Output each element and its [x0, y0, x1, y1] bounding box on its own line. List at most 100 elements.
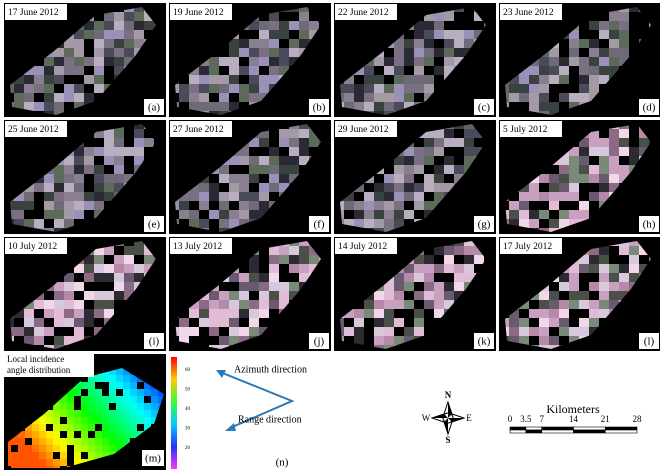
field-patch	[414, 165, 424, 174]
field-patch	[529, 327, 539, 336]
field-patch	[14, 84, 24, 93]
field-patch	[114, 273, 124, 282]
field-patch	[344, 327, 354, 336]
incidence-cell	[165, 396, 172, 403]
incidence-cell	[165, 438, 172, 445]
incidence-cell	[116, 438, 123, 445]
field-patch	[464, 138, 474, 147]
field-patch	[364, 201, 374, 210]
field-patch	[104, 147, 114, 156]
field-patch	[269, 273, 279, 282]
field-patch	[64, 165, 74, 174]
field-patch	[279, 291, 289, 300]
incidence-cell	[109, 396, 116, 403]
field-patch	[454, 39, 464, 48]
field-patch	[64, 174, 74, 183]
field-patch	[384, 219, 394, 228]
image-panel: 25 June 2012(e)	[4, 120, 174, 237]
field-patch	[44, 174, 54, 183]
field-patch	[519, 327, 529, 336]
field-patch	[559, 183, 569, 192]
colorbar	[171, 357, 177, 469]
field-patch	[549, 291, 559, 300]
field-patch	[209, 327, 219, 336]
incidence-cell	[11, 452, 18, 459]
field-patch	[464, 129, 474, 138]
field-patch	[229, 192, 239, 201]
field-patch	[229, 183, 239, 192]
field-patch	[44, 309, 54, 318]
incidence-cell	[165, 445, 172, 452]
field-patch	[424, 291, 434, 300]
panel-label: (j)	[314, 336, 325, 348]
field-patch	[539, 318, 549, 327]
field-patch	[259, 291, 269, 300]
field-patch	[599, 282, 609, 291]
field-patch	[34, 102, 44, 111]
field-patch	[299, 129, 309, 138]
field-patch	[629, 246, 639, 255]
field-patch	[239, 273, 249, 282]
field-patch	[374, 84, 384, 93]
field-patch	[529, 309, 539, 318]
field-patch	[539, 291, 549, 300]
incidence-cell	[88, 403, 95, 410]
field-patch	[599, 165, 609, 174]
field-patch	[589, 282, 599, 291]
field-patch	[269, 282, 279, 291]
field-patch	[559, 75, 569, 84]
field-patch	[404, 192, 414, 201]
image-panel: 17 June 2012(a)	[4, 3, 174, 120]
field-patch	[249, 309, 259, 318]
field-patch	[394, 165, 404, 174]
field-patch	[74, 201, 84, 210]
field-patch	[619, 12, 629, 21]
incidence-cell	[60, 438, 67, 445]
incidence-cell	[74, 396, 81, 403]
field-patch	[424, 201, 434, 210]
field-patch	[189, 309, 199, 318]
field-patch	[629, 255, 639, 264]
field-patch	[609, 138, 619, 147]
field-patch	[44, 93, 54, 102]
field-patch	[374, 75, 384, 84]
compass-w: W	[422, 413, 431, 423]
field-patch	[289, 156, 299, 165]
incidence-cell	[67, 431, 74, 438]
field-patch	[434, 129, 444, 138]
field-patch	[229, 174, 239, 183]
field-patch	[74, 183, 84, 192]
incidence-cell	[130, 431, 137, 438]
incidence-cell	[39, 431, 46, 438]
incidence-cell	[165, 431, 172, 438]
field-patch	[454, 48, 464, 57]
field-patch	[394, 174, 404, 183]
field-patch	[364, 219, 374, 228]
incidence-cell	[39, 417, 46, 424]
incidence-cell	[81, 431, 88, 438]
field-patch	[259, 156, 269, 165]
field-patch	[589, 39, 599, 48]
field-patch	[249, 57, 259, 66]
field-patch	[54, 93, 64, 102]
field-patch	[249, 264, 259, 273]
field-patch	[599, 300, 609, 309]
field-patch	[54, 174, 64, 183]
field-patch	[344, 201, 354, 210]
field-patch	[144, 255, 154, 264]
field-patch	[134, 21, 144, 30]
field-patch	[54, 192, 64, 201]
incidence-cell	[123, 389, 130, 396]
field-patch	[124, 255, 134, 264]
image-panel: 5 July 2012(h)	[499, 120, 660, 237]
incidence-cell	[165, 410, 172, 417]
field-patch	[239, 192, 249, 201]
incidence-cell	[32, 438, 39, 445]
field-patch	[394, 318, 404, 327]
field-patch	[124, 48, 134, 57]
field-patch	[279, 165, 289, 174]
panel-date: 5 July 2012	[503, 125, 548, 135]
field-patch	[179, 318, 189, 327]
field-patch	[54, 309, 64, 318]
field-patch	[94, 66, 104, 75]
